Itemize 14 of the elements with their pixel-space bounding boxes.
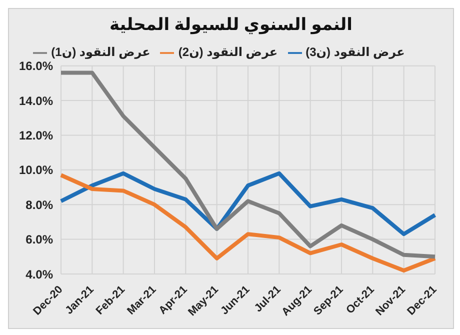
chart-title: النمو السنوي للسيولة المحلية <box>108 14 354 36</box>
line-series <box>59 171 437 236</box>
legend-label: عرض النقود (ن1) <box>51 45 150 59</box>
line-series <box>59 173 437 273</box>
y-tick-label: 6.0% <box>26 232 54 247</box>
y-tick-label: 8.0% <box>26 198 54 212</box>
y-tick-label: 14.0% <box>18 94 54 108</box>
y-tick-label: 10.0% <box>18 163 54 178</box>
y-tick-label: 12.0% <box>18 128 54 142</box>
line-series <box>59 70 437 259</box>
y-tick-label: 4.0% <box>26 267 54 282</box>
legend-label: عرض النقود (ن2) <box>178 45 278 59</box>
legend-label: عرض النقود (ن3) <box>306 45 405 59</box>
y-tick-label: 16.0% <box>18 59 54 74</box>
